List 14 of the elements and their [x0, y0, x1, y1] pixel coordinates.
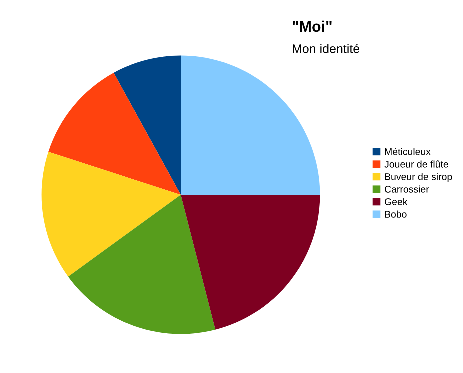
legend-label: Bobo — [385, 210, 407, 218]
pie-slice — [181, 195, 320, 330]
chart-subtitle: Mon identité — [293, 44, 360, 54]
pie-slice — [181, 56, 320, 195]
chart-title: "Moi" — [293, 20, 332, 32]
legend-label: Carrossier — [385, 186, 430, 193]
legend-label: Geek — [385, 198, 408, 206]
legend-label: Buveur de sirop — [385, 173, 452, 182]
legend-label: Méticuleux — [385, 148, 431, 156]
legend-label: Joueur de flûte — [384, 160, 448, 168]
pie-slice — [42, 152, 181, 277]
pie-slice — [48, 73, 181, 195]
pie-slice — [114, 56, 181, 195]
pie-slice — [68, 195, 216, 334]
